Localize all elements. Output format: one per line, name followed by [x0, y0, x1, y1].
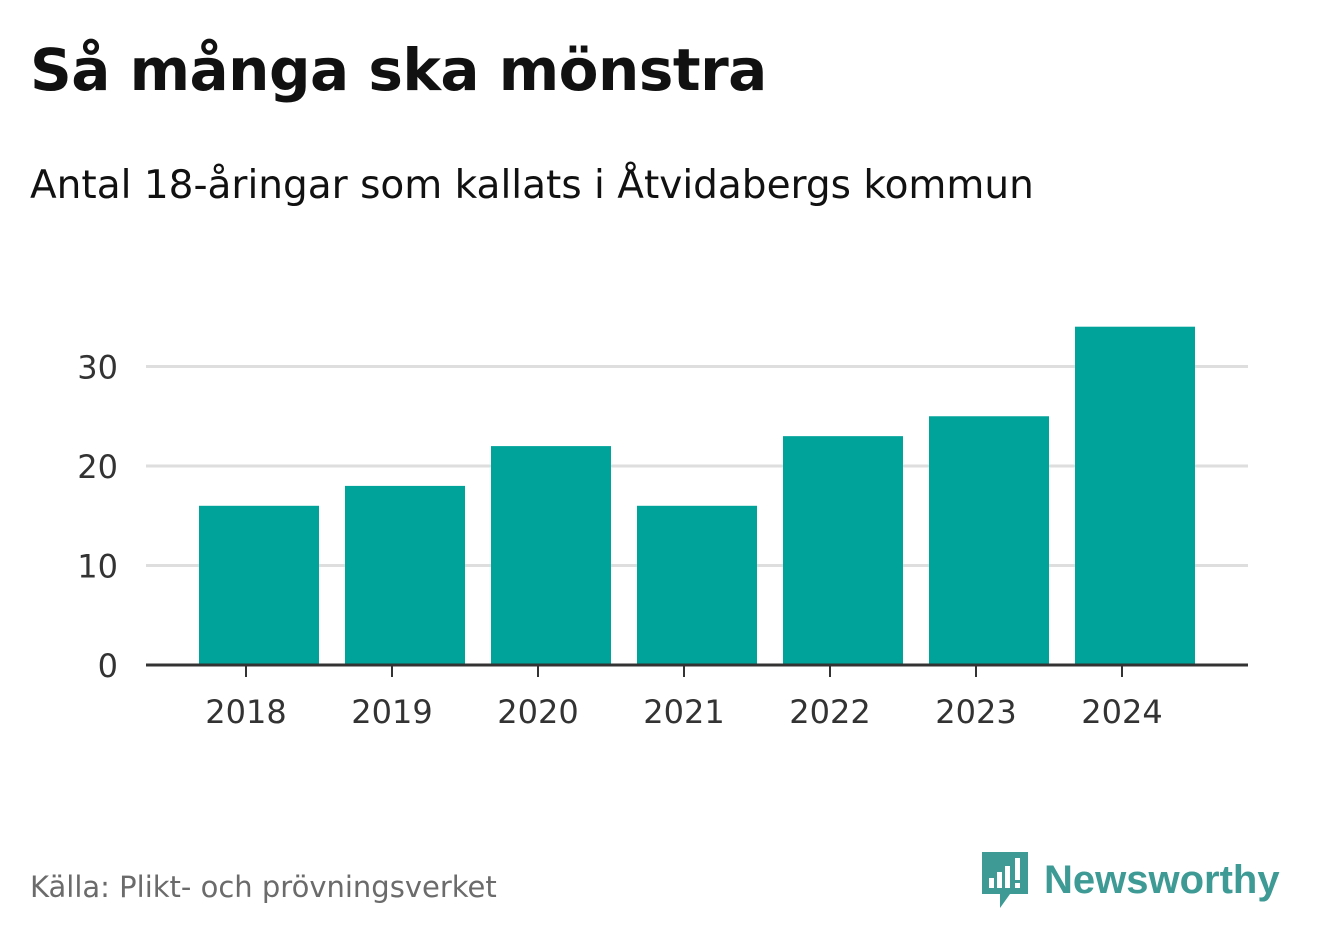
bars [199, 326, 1195, 665]
y-tick-label: 0 [98, 647, 118, 685]
y-axis-labels: 0 10 20 30 [77, 349, 118, 686]
x-tick-label: 2021 [643, 693, 724, 731]
bar-2020 [491, 446, 611, 665]
bar-2024 [1075, 326, 1195, 665]
brand-name: Newsworthy [1044, 857, 1280, 902]
bar-2023 [929, 416, 1049, 665]
x-tick-label: 2019 [351, 693, 432, 731]
x-tick-label: 2020 [497, 693, 578, 731]
chart-subtitle: Antal 18-åringar som kallats i Åtvidaber… [30, 163, 1034, 208]
x-tick-label: 2023 [935, 693, 1016, 731]
bar-2018 [199, 505, 319, 665]
y-tick-label: 10 [77, 548, 118, 586]
x-tick-label: 2018 [205, 693, 286, 731]
x-tick-label: 2024 [1081, 693, 1162, 731]
bar-2019 [345, 485, 465, 665]
brand-logo: Newsworthy [980, 850, 1280, 910]
bar-2022 [783, 436, 903, 665]
bar-2021 [637, 505, 757, 665]
chart-title: Så många ska mönstra [30, 36, 767, 104]
y-tick-label: 20 [77, 448, 118, 486]
y-tick-label: 30 [77, 349, 118, 387]
bar-chart: 2018 2019 2020 2021 2022 2023 2024 0 10 20 30 [77, 326, 1248, 731]
source-note: Källa: Plikt- och prövningsverket [30, 870, 497, 904]
x-tick-label: 2022 [789, 693, 870, 731]
x-axis: 2018 2019 2020 2021 2022 2023 2024 [146, 663, 1248, 731]
newsworthy-logo-icon [982, 852, 1028, 908]
